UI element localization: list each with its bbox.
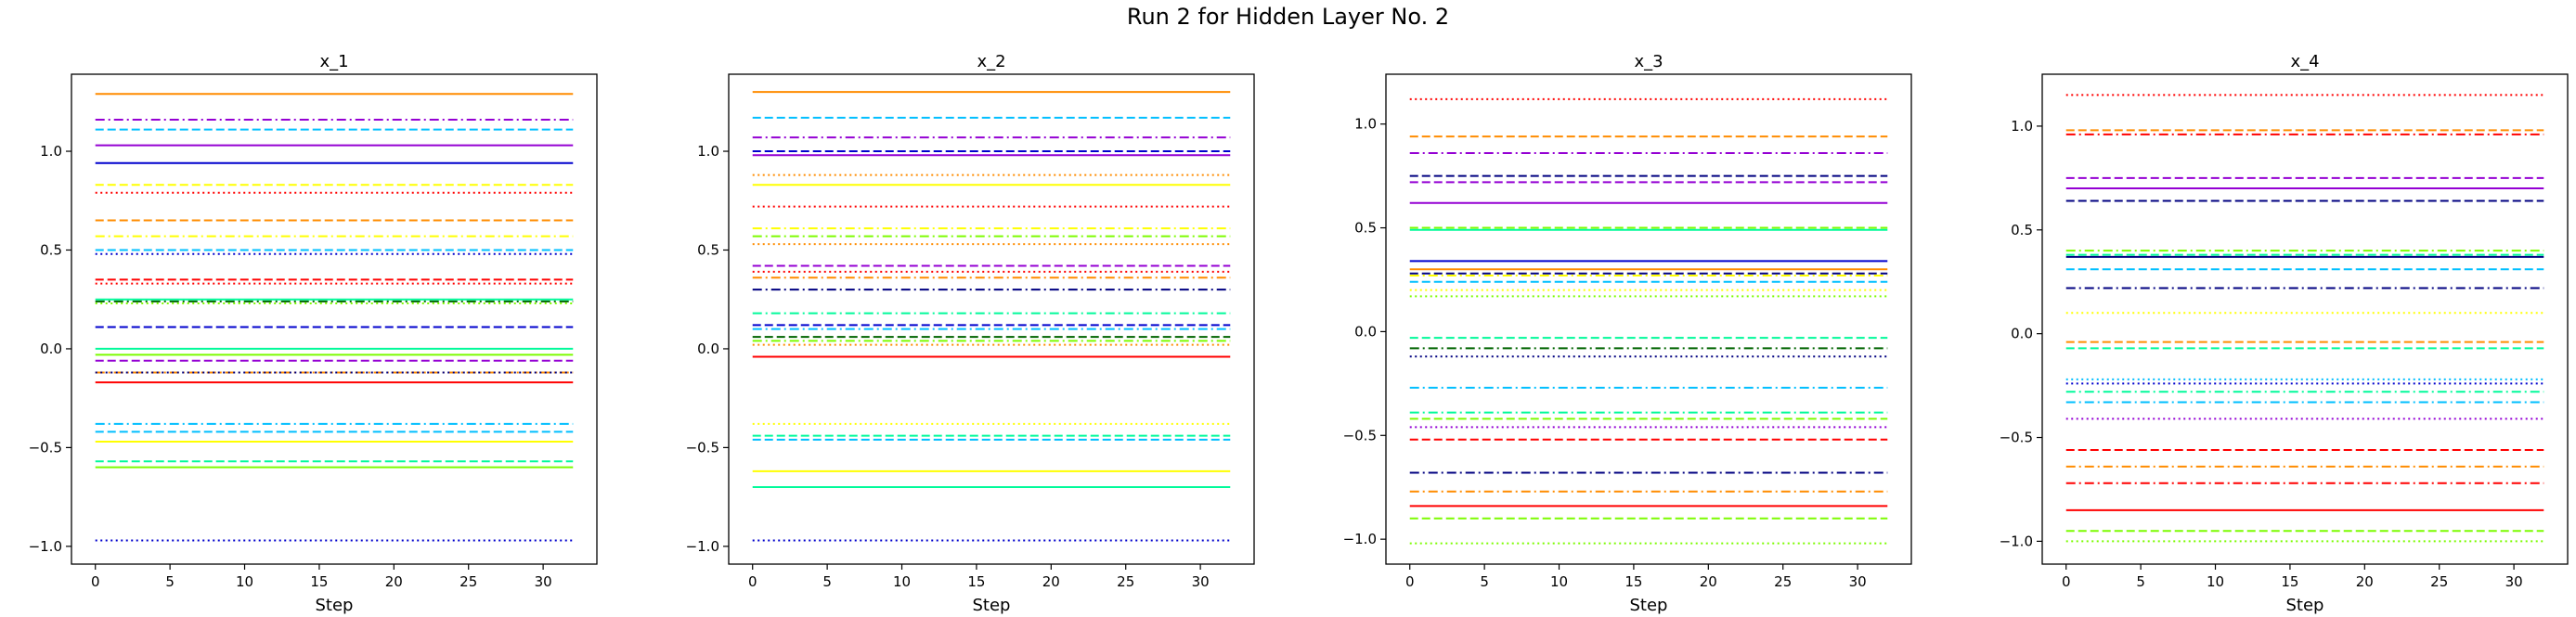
x-tick-label: 30 — [535, 573, 552, 590]
figure-title: Run 2 for Hidden Layer No. 2 — [1126, 4, 1450, 30]
x-tick-label: 30 — [2505, 573, 2523, 590]
x-tick-label: 5 — [165, 573, 175, 590]
y-tick-label: −1.0 — [686, 538, 719, 555]
x-tick-label: 0 — [1405, 573, 1415, 590]
y-tick-label: 1.0 — [40, 143, 62, 160]
x-tick-label: 10 — [236, 573, 253, 590]
x-tick-label: 5 — [2136, 573, 2145, 590]
y-tick-label: 0.5 — [2011, 222, 2033, 238]
x-tick-label: 5 — [822, 573, 832, 590]
subplot-3: 0 5 10 15 20 25 30 −1.0 −0.5 0.0 0.5 1.0 x_3 Step — [1343, 52, 1912, 615]
y-tick-label: 0.5 — [697, 241, 719, 258]
x-tick-label: 25 — [1117, 573, 1134, 590]
x-tick-label: 15 — [2281, 573, 2298, 590]
x-tick-label: 10 — [2207, 573, 2224, 590]
x-tick-label: 30 — [1192, 573, 1210, 590]
subplot-1: 0 5 10 15 20 25 30 −1.0 −0.5 0.0 0.5 1.0 x_1 Step — [29, 52, 598, 615]
subplot-2: 0 5 10 15 20 25 30 −1.0 −0.5 0.0 0.5 1.0 x_2 Step — [686, 52, 1255, 615]
x-tick-label: 10 — [893, 573, 911, 590]
x-axis-label: Step — [2286, 596, 2324, 615]
x-tick-label: 0 — [2062, 573, 2071, 590]
y-tick-label: 1.0 — [1354, 116, 1377, 133]
y-tick-label: 0.0 — [697, 341, 719, 357]
y-tick-label: 1.0 — [2011, 118, 2033, 135]
axes-frame — [71, 73, 598, 565]
y-tick-label: −0.5 — [2000, 430, 2033, 446]
subplot-title: x_4 — [2290, 52, 2319, 71]
x-tick-label: 25 — [460, 573, 477, 590]
axes-frame — [728, 73, 1255, 565]
x-tick-label: 20 — [385, 573, 403, 590]
y-tick-label: −1.0 — [29, 538, 62, 555]
x-tick-label: 0 — [748, 573, 757, 590]
y-tick-label: 0.5 — [1354, 220, 1377, 237]
x-axis-label: Step — [1630, 596, 1668, 615]
y-tick-label: 0.5 — [40, 241, 62, 258]
y-tick-label: 0.0 — [40, 341, 62, 357]
axes-frame — [2041, 73, 2569, 565]
subplot-4: 0 5 10 15 20 25 30 −1.0 −0.5 0.0 0.5 1.0 x_4 Step — [2000, 52, 2569, 615]
x-tick-label: 15 — [967, 573, 985, 590]
x-tick-label: 15 — [310, 573, 328, 590]
y-tick-label: −0.5 — [686, 439, 719, 456]
y-tick-label: 1.0 — [697, 143, 719, 160]
x-tick-label: 20 — [1042, 573, 1060, 590]
x-tick-label: 15 — [1625, 573, 1642, 590]
y-tick-label: −1.0 — [2000, 533, 2033, 549]
x-axis-label: Step — [973, 596, 1011, 615]
x-tick-label: 10 — [1550, 573, 1568, 590]
axes-frame — [1385, 73, 1912, 565]
y-tick-label: 0.0 — [2011, 326, 2033, 342]
subplot-title: x_3 — [1634, 52, 1663, 71]
x-tick-label: 5 — [1480, 573, 1489, 590]
y-tick-label: −0.5 — [1343, 427, 1377, 443]
subplot-title: x_1 — [319, 52, 348, 71]
x-tick-label: 30 — [1849, 573, 1867, 590]
x-tick-label: 20 — [2356, 573, 2374, 590]
y-tick-label: −0.5 — [29, 439, 62, 456]
y-tick-label: 0.0 — [1354, 323, 1377, 340]
x-tick-label: 20 — [1700, 573, 1717, 590]
y-tick-label: −1.0 — [1343, 531, 1377, 547]
x-tick-label: 0 — [91, 573, 100, 590]
subplot-title: x_2 — [977, 52, 1005, 71]
x-tick-label: 25 — [2430, 573, 2448, 590]
x-tick-label: 25 — [1774, 573, 1792, 590]
x-axis-label: Step — [316, 596, 354, 615]
